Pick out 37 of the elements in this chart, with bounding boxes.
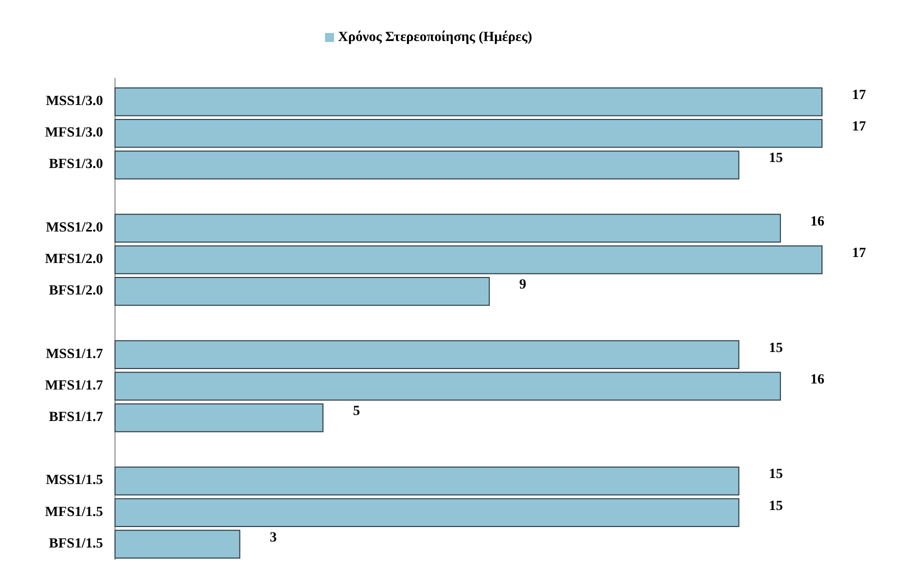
y-tick-label: BFS1/3.0	[48, 157, 103, 172]
data-label: 5	[352, 404, 360, 420]
bar	[114, 530, 240, 559]
data-label: 17	[852, 88, 866, 104]
bar	[114, 466, 740, 496]
y-tick-label: MSS1/2.0	[46, 220, 103, 236]
y-tick-label: BFS1/1.7	[48, 410, 103, 426]
data-label: 15	[768, 467, 783, 482]
y-tick-label: MSS1/1.7	[46, 346, 103, 362]
bar	[114, 340, 740, 370]
y-tick-label: MSS1/1.5	[46, 473, 103, 488]
data-label: 15	[768, 340, 783, 356]
data-label: 16	[810, 214, 824, 230]
data-label: 3	[270, 530, 277, 546]
bar	[114, 150, 740, 180]
bar	[114, 372, 781, 401]
bar	[114, 403, 324, 432]
y-tick-label: MFS1/1.5	[45, 504, 103, 520]
bar	[114, 118, 822, 148]
y-tick-label: BFS1/1.5	[48, 536, 103, 552]
y-tick-label: BFS1/2.0	[48, 284, 103, 299]
data-label: 17	[852, 120, 866, 135]
data-label: 15	[768, 498, 783, 514]
y-tick-label: MFS1/1.7	[45, 378, 103, 394]
text: Χρόνος Στερεοποίησης (Ημέρες)	[338, 30, 532, 46]
bar	[114, 245, 822, 274]
data-label: 17	[852, 246, 866, 262]
bar	[114, 87, 822, 116]
bar	[114, 214, 781, 243]
y-tick-label: MFS1/2.0	[45, 252, 103, 268]
y-tick-label: MSS1/3.0	[46, 94, 103, 110]
data-label: 16	[810, 372, 824, 388]
data-label: 15	[768, 151, 783, 166]
y-tick-label: MFS1/3.0	[45, 126, 103, 141]
data-label: 9	[519, 278, 526, 293]
bar	[114, 276, 490, 306]
bar	[114, 498, 740, 528]
